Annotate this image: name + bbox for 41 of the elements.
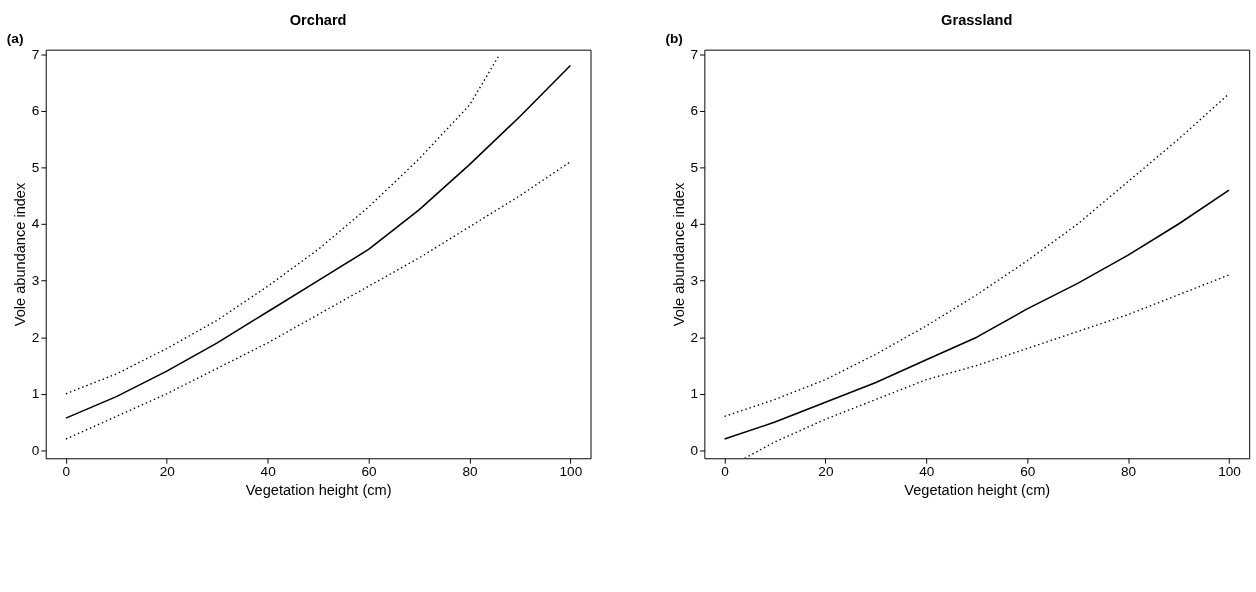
x-tick-label: 0 [62, 464, 71, 480]
y-tick-label: 6 [31, 103, 40, 119]
y-tick-label: 2 [690, 329, 699, 345]
x-tick-label: 100 [1218, 464, 1242, 480]
y-tick-label: 7 [690, 46, 699, 62]
y-tick-label: 1 [690, 386, 699, 402]
y-tick-label: 0 [690, 442, 699, 458]
line-series [65, 161, 572, 440]
y-axis-title: Vole abundance index [12, 182, 29, 327]
x-tick-label: 60 [361, 464, 378, 480]
y-tick-label: 6 [690, 103, 699, 119]
y-tick-label: 3 [31, 272, 40, 288]
y-axis-title: Vole abundance index [670, 182, 687, 327]
text: (a) [6, 30, 24, 46]
y-tick-label: 2 [31, 329, 40, 345]
x-axis-title: Vegetation height (cm) [904, 481, 1051, 498]
x-tick-label: 80 [462, 464, 478, 480]
y-tick-label: 7 [31, 46, 40, 62]
x-tick-label: 80 [1121, 464, 1137, 480]
x-tick-label: 40 [260, 464, 277, 480]
y-tick-label: 4 [31, 216, 40, 232]
text: (b) [665, 30, 683, 46]
line-series [723, 93, 1230, 418]
line-series [723, 189, 1230, 440]
x-tick-label: 40 [919, 464, 935, 480]
y-tick-label: 0 [31, 442, 40, 458]
y-tick-label: 5 [690, 159, 699, 175]
x-tick-label: 20 [818, 464, 834, 480]
line-series [744, 274, 1230, 459]
x-tick-label: 60 [1020, 464, 1036, 480]
y-tick-label: 3 [690, 272, 699, 288]
y-tick-label: 4 [690, 216, 699, 232]
x-tick-label: 20 [159, 464, 176, 480]
x-tick-label: 0 [721, 464, 730, 480]
x-tick-label: 100 [559, 464, 583, 480]
y-tick-label: 1 [31, 386, 40, 402]
y-tick-label: 5 [31, 159, 40, 175]
line-series [65, 64, 572, 419]
x-axis-title: Vegetation height (cm) [245, 481, 392, 498]
chart-title: Orchard [289, 12, 347, 29]
chart-title: Grassland [941, 12, 1013, 29]
